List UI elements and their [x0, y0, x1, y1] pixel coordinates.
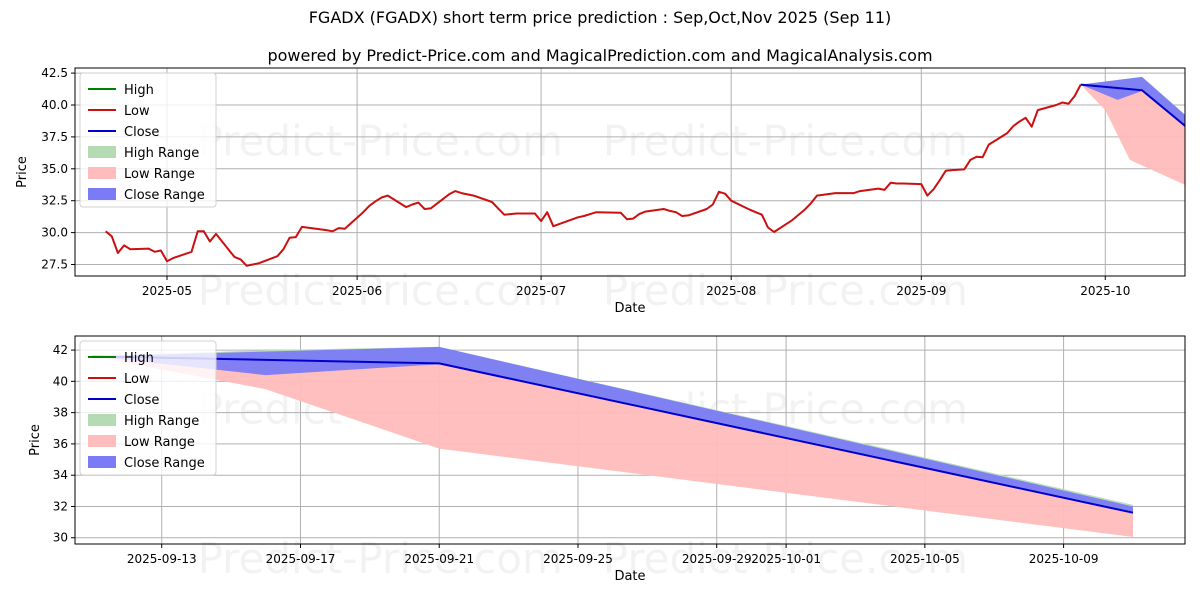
x-tick-label: 2025-09: [896, 284, 946, 298]
low-range-area: [1080, 84, 1185, 185]
x-tick-label: 2025-09-25: [543, 552, 613, 566]
y-tick-label: 40: [53, 374, 68, 388]
low-range-area: [92, 356, 1133, 537]
x-tick-label: 2025-10-01: [751, 552, 821, 566]
legend-swatch-low-range: [88, 435, 116, 447]
legend-swatch-close-range: [88, 456, 116, 468]
x-tick-label: 2025-09-17: [266, 552, 336, 566]
legend-label-low: Low: [124, 104, 150, 119]
legend-swatch-low-range: [88, 167, 116, 179]
watermark: Predict-Price.com: [198, 266, 563, 315]
y-tick-label: 30.0: [41, 226, 68, 240]
y-tick-label: 32: [53, 499, 68, 513]
watermark: Predict-Price.com: [198, 116, 563, 165]
y-tick-label: 38: [53, 406, 68, 420]
watermark: Predict-Price.com: [603, 534, 968, 583]
legend-label-high-range: High Range: [124, 146, 199, 161]
panel-1: Predict-Price.com Predict-Price.com Predic…: [15, 66, 1186, 316]
watermark: Predict-Price.com: [603, 266, 968, 315]
watermark: Predict-Price.com: [198, 534, 563, 583]
legend-label-low: Low: [124, 372, 150, 387]
plot-area: [105, 76, 1185, 267]
y-axis-label: Price: [15, 156, 30, 188]
legend-label-low-range: Low Range: [124, 167, 195, 182]
axes-frame: [74, 67, 1186, 277]
chart-subtitle: powered by Predict-Price.com and Magical…: [267, 46, 933, 65]
y-tick-label: 30: [53, 531, 68, 545]
legend-label-high: High: [124, 83, 154, 98]
x-tick-label: 2025-05: [142, 284, 192, 298]
x-tick-label: 2025-06: [332, 284, 382, 298]
x-tick-label: 2025-09-21: [404, 552, 474, 566]
y-tick-label: 32.5: [41, 194, 68, 208]
x-tick-label: 2025-10-09: [1029, 552, 1099, 566]
x-axis-label: Date: [614, 301, 645, 316]
close-line: [1080, 83, 1185, 128]
legend-label-high: High: [124, 351, 154, 366]
y-tick-label: 27.5: [41, 258, 68, 272]
y-axis-label: Price: [28, 424, 43, 456]
x-tick-label: 2025-09-29: [682, 552, 752, 566]
y-tick-label: 35.0: [41, 162, 68, 176]
plot-area: [92, 346, 1134, 537]
legend-label-close: Close: [124, 125, 159, 140]
x-tick-label: 2025-10-05: [890, 552, 960, 566]
legend-label-close-range: Close Range: [124, 188, 205, 203]
legend-swatch-close-range: [88, 188, 116, 200]
chart-title: FGADX (FGADX) short term price predictio…: [308, 8, 892, 27]
legend: High Low Close High Range Low Range Close Ran…: [79, 340, 217, 476]
x-tick-label: 2025-09-13: [127, 552, 197, 566]
y-tick-label: 37.5: [41, 130, 68, 144]
y-tick-label: 36: [53, 437, 68, 451]
low-line: [105, 84, 1082, 267]
y-tick-label: 42: [53, 343, 68, 357]
legend-label-close-range: Close Range: [124, 456, 205, 471]
legend-label-low-range: Low Range: [124, 435, 195, 450]
y-tick-label: 40.0: [41, 98, 68, 112]
y-tick-label: 42.5: [41, 66, 68, 80]
watermark: Predict-Price.com: [603, 116, 968, 165]
y-tick-label: 34: [53, 468, 68, 482]
x-axis-label: Date: [614, 569, 645, 584]
axes-frame: [74, 335, 1186, 545]
legend-label-close: Close: [124, 393, 159, 408]
legend-swatch-high-range: [88, 414, 116, 426]
x-tick-label: 2025-07: [516, 284, 566, 298]
legend: High Low Close High Range Low Range Close Ran…: [79, 72, 217, 208]
x-tick-label: 2025-10: [1080, 284, 1130, 298]
legend-label-high-range: High Range: [124, 414, 199, 429]
x-tick-label: 2025-08: [706, 284, 756, 298]
close-range-area: [1080, 76, 1185, 127]
legend-swatch-high-range: [88, 146, 116, 158]
